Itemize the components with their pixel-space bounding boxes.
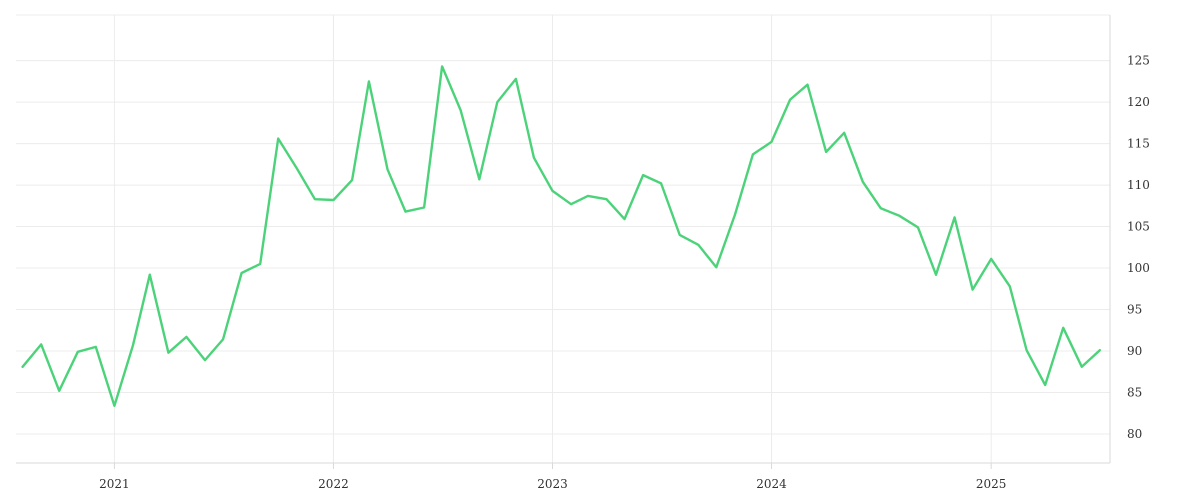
y-tick-label: 95: [1127, 303, 1142, 317]
y-tick-label: 125: [1127, 54, 1150, 68]
x-axis-tick-labels: 2021 2022 2023 2024 2025: [99, 477, 1006, 491]
x-tick-label: 2024: [756, 477, 787, 491]
y-tick-label: 105: [1127, 220, 1150, 234]
y-axis-tick-labels: 80 85 90 95 100 105 110 115 120 125: [1127, 54, 1150, 441]
y-tick-label: 90: [1127, 344, 1142, 358]
y-tick-label: 100: [1127, 261, 1150, 275]
axes: [16, 15, 1111, 469]
y-tick-label: 80: [1127, 427, 1142, 441]
series-line: [21, 65, 1102, 407]
x-tick-label: 2022: [318, 477, 349, 491]
y-tick-label: 110: [1127, 178, 1150, 192]
x-tick-label: 2023: [537, 477, 568, 491]
y-gridlines: [16, 14, 1110, 435]
y-tick-label: 115: [1127, 137, 1150, 151]
y-tick-label: 85: [1127, 385, 1142, 399]
x-tick-label: 2021: [99, 477, 130, 491]
x-gridlines: [113, 15, 992, 463]
x-tick-label: 2025: [976, 477, 1007, 491]
y-tick-label: 120: [1127, 95, 1150, 109]
series-group: [21, 65, 1102, 407]
